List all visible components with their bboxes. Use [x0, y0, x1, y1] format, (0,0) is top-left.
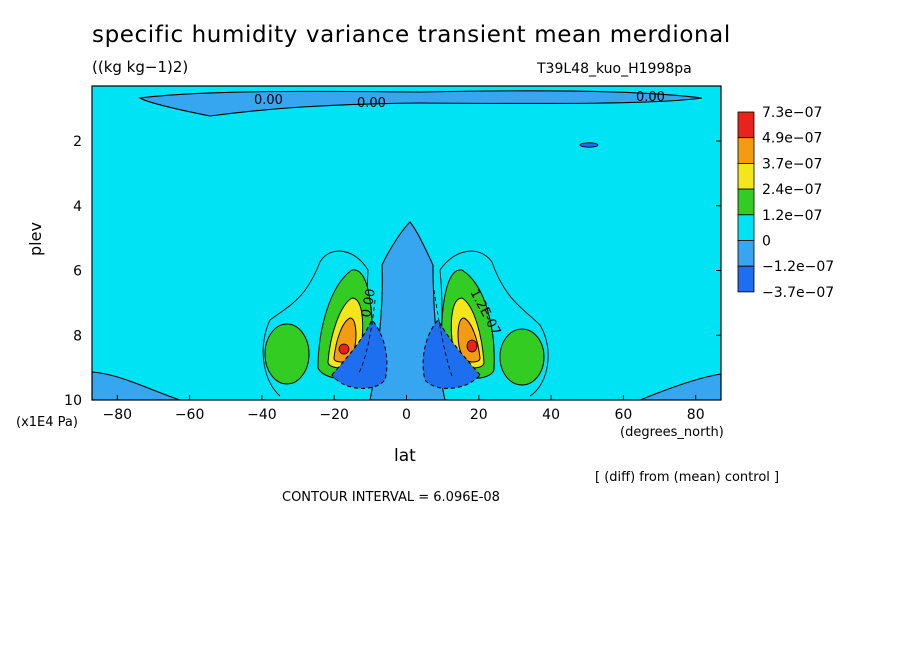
colorbar-swatch [737, 265, 755, 293]
y-tick-label: 4 [73, 199, 82, 215]
left-outer-green-lobe [264, 323, 310, 385]
colorbar: 7.3e−07 4.9e−07 3.7e−07 2.4e−07 1.2e−07 0 −1.2… [737, 105, 834, 301]
colorbar-label: −3.7e−07 [762, 285, 834, 301]
colorbar-swatch [737, 188, 755, 216]
right-strong-negative [422, 319, 481, 389]
dashed-contour-right [433, 289, 453, 377]
diff-note: [ (diff) from (mean) control ] [595, 470, 780, 485]
y-tick-label: 2 [73, 134, 82, 150]
x-tick-label: −60 [175, 407, 205, 423]
colorbar-swatch [737, 240, 755, 267]
x-tick-label: 20 [470, 407, 488, 423]
colorbar-label: 0 [762, 234, 771, 250]
y-axis-ticks: 2 4 6 8 10 [64, 134, 721, 409]
x-axis-ticks: −80 −60 −40 −20 0 20 40 60 80 [103, 395, 705, 423]
colorbar-label: 1.2e−07 [762, 208, 822, 224]
small-negative-blob [579, 142, 599, 148]
x-tick-label: 0 [402, 407, 411, 423]
colorbar-swatch [737, 162, 755, 190]
y-axis-units: (x1E4 Pa) [16, 415, 78, 430]
colorbar-label: 7.3e−07 [762, 105, 822, 121]
y-tick-label: 10 [64, 393, 82, 409]
x-tick-label: −40 [247, 407, 277, 423]
chart-title: specific humidity variance transient mea… [92, 22, 731, 48]
x-tick-label: 80 [687, 407, 705, 423]
y-tick-label: 6 [73, 264, 82, 280]
x-tick-label: 60 [614, 407, 632, 423]
right-red-max [466, 339, 478, 353]
upper-negative-band [138, 90, 703, 117]
left-strong-negative [331, 319, 388, 389]
x-tick-label: −80 [103, 407, 133, 423]
colorbar-label: 3.7e−07 [762, 156, 822, 172]
colorbar-label: −1.2e−07 [762, 259, 834, 275]
x-tick-label: −20 [319, 407, 349, 423]
plot-fill: 0.00 0.00 0.00 0.00 1.2E-07 [92, 86, 721, 400]
run-label: T39L48_kuo_H1998pa [537, 61, 692, 77]
contour-label-upper-right: 0.00 [636, 90, 665, 105]
contour-label-upper-center: 0.00 [357, 96, 386, 111]
colorbar-swatch [737, 214, 755, 241]
contour-label-left-plume: 0.00 [359, 288, 379, 319]
right-outer-green-lobe [499, 328, 545, 386]
contour-label-upper-left: 0.00 [254, 93, 283, 108]
colorbar-swatch [737, 111, 755, 139]
x-axis-label: lat [394, 446, 416, 466]
dashed-contour-left [357, 299, 376, 376]
chart-units: ((kg kg−1)2) [92, 58, 189, 76]
y-tick-label: 8 [73, 328, 82, 344]
colorbar-swatch [737, 137, 755, 164]
colorbar-label: 2.4e−07 [762, 182, 822, 198]
x-tick-label: 40 [542, 407, 560, 423]
x-axis-units: (degrees_north) [620, 425, 724, 440]
contour-interval: CONTOUR INTERVAL = 6.096E-08 [282, 490, 500, 505]
colorbar-label: 4.9e−07 [762, 131, 822, 147]
left-red-max [338, 343, 350, 355]
